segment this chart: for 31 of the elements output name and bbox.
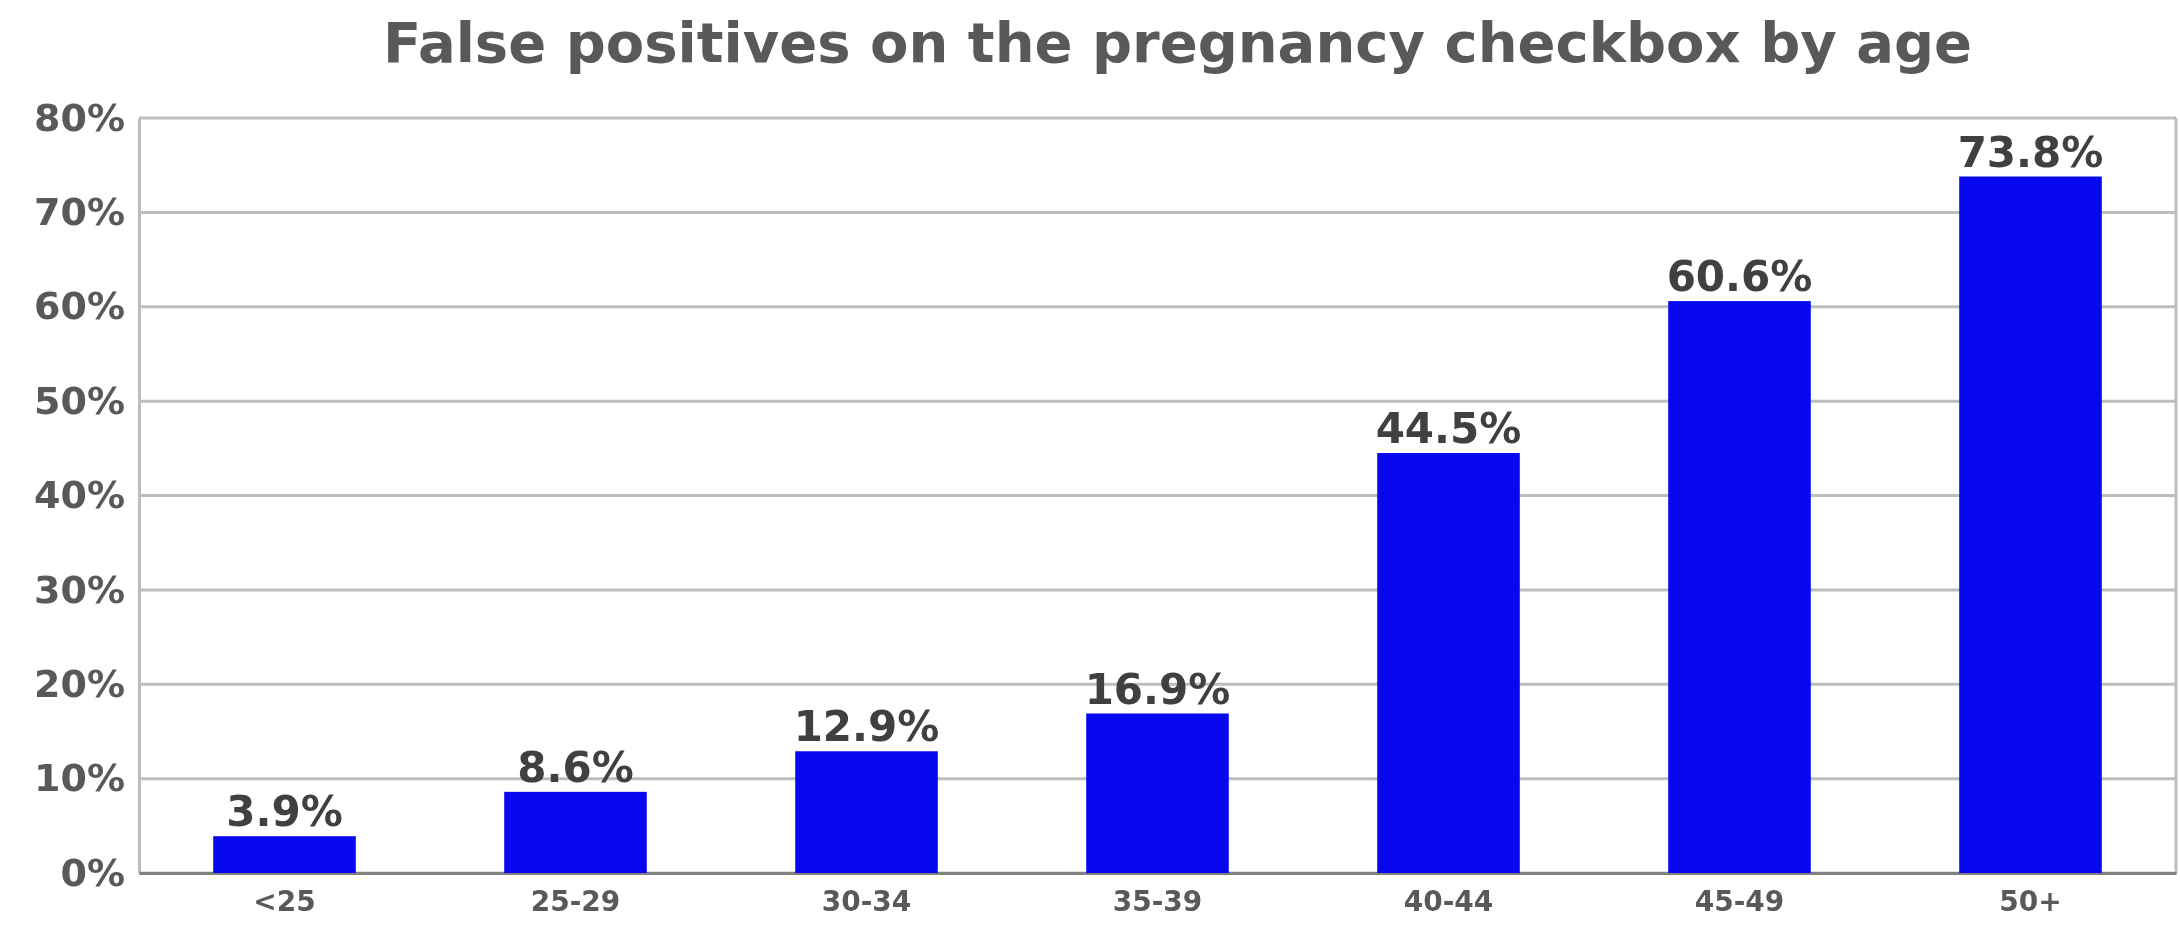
y-tick-label: 40%: [34, 473, 125, 518]
data-label: 8.6%: [517, 742, 634, 792]
data-label: 44.5%: [1375, 404, 1522, 454]
x-tick-label: 30-34: [821, 884, 912, 918]
data-label: 16.9%: [1084, 664, 1231, 714]
data-label: 73.8%: [1957, 127, 2104, 177]
x-tick-label: 45-49: [1694, 884, 1785, 918]
data-label: 12.9%: [793, 702, 940, 752]
data-label: 60.6%: [1666, 252, 1813, 302]
bar: [1377, 453, 1520, 873]
bar: [1959, 176, 2102, 873]
y-tick-label: 70%: [34, 190, 125, 235]
bar: [1086, 713, 1229, 873]
x-tick-label: 50+: [1999, 884, 2062, 918]
data-label: 3.9%: [226, 787, 343, 837]
y-tick-label: 0%: [60, 850, 125, 895]
chart-title: False positives on the pregnancy checkbox by age: [382, 10, 1973, 75]
bar: [213, 836, 356, 873]
bar: [795, 751, 938, 873]
y-tick-label: 30%: [34, 567, 125, 612]
y-tick-label: 80%: [34, 95, 125, 140]
x-tick-label: 35-39: [1112, 884, 1203, 918]
x-tick-label: 25-29: [530, 884, 621, 918]
y-tick-label: 20%: [34, 661, 125, 706]
y-tick-label: 60%: [34, 284, 125, 329]
bar: [1668, 301, 1811, 873]
x-tick-label: 40-44: [1403, 884, 1494, 918]
x-tick-label: <25: [253, 884, 316, 918]
y-tick-label: 10%: [34, 756, 125, 801]
bar: [504, 791, 647, 873]
y-tick-label: 50%: [34, 378, 125, 423]
